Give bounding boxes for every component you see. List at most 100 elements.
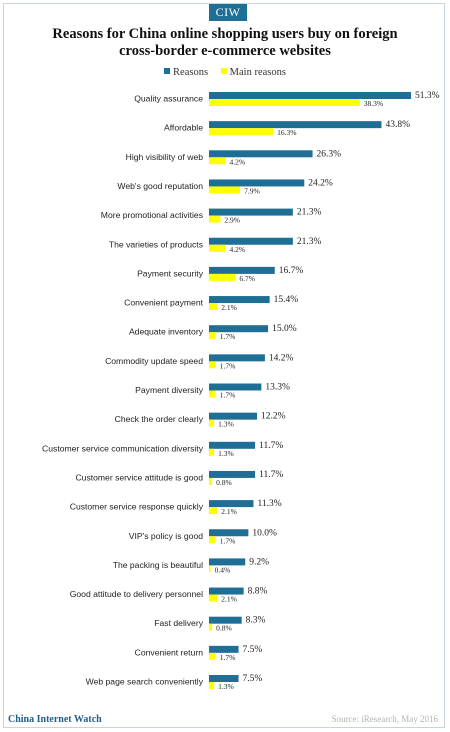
data-label-reasons: 10.0% <box>252 528 277 538</box>
bar-main-reasons <box>209 448 215 456</box>
data-label-main-reasons: 1.3% <box>218 682 234 691</box>
bar-main-reasons <box>209 565 211 573</box>
category-label: Payment security <box>137 268 204 278</box>
bar-main-reasons <box>209 594 218 602</box>
bar-reasons <box>209 616 242 624</box>
data-label-reasons: 8.8% <box>248 587 268 597</box>
chart-frame <box>3 3 445 728</box>
data-label-main-reasons: 0.8% <box>216 478 232 487</box>
bar-reasons <box>209 208 293 216</box>
bar-reasons <box>209 470 256 478</box>
category-label: Web page search conveniently <box>86 677 204 687</box>
data-label-main-reasons: 38.3% <box>364 99 383 108</box>
legend-item-main-reasons: Main reasons <box>220 67 286 78</box>
bar-main-reasons <box>209 623 213 631</box>
legend-item-reasons: Reasons <box>164 67 208 78</box>
category-label: Convenient payment <box>124 298 203 308</box>
data-label-reasons: 21.3% <box>297 208 322 218</box>
chart-title-line-1: Reasons for China online shopping users … <box>52 26 398 42</box>
data-label-main-reasons: 7.9% <box>244 186 260 195</box>
data-label-main-reasons: 2.9% <box>224 216 240 225</box>
data-label-main-reasons: 2.1% <box>221 595 237 604</box>
legend-swatch-main-reasons <box>220 68 227 74</box>
data-label-main-reasons: 1.3% <box>218 449 234 458</box>
category-label: Customer service response quickly <box>70 502 204 512</box>
category-label: More promotional activities <box>101 210 203 220</box>
data-label-reasons: 13.3% <box>265 383 290 393</box>
chart-legend: Reasons Main reasons <box>0 67 450 78</box>
bar-reasons <box>209 383 262 391</box>
category-label: Fast delivery <box>154 618 203 628</box>
data-label-main-reasons: 0.4% <box>215 565 231 574</box>
data-label-main-reasons: 6.7% <box>239 274 255 283</box>
category-label: High visibility of web <box>126 152 204 162</box>
bar-main-reasons <box>209 419 215 427</box>
bar-main-reasons <box>209 273 236 281</box>
data-label-reasons: 8.3% <box>246 616 266 626</box>
bar-reasons <box>209 179 305 187</box>
legend-label-main-reasons: Main reasons <box>229 67 286 78</box>
bar-main-reasons <box>209 390 216 398</box>
bar-main-reasons <box>209 157 226 165</box>
data-label-main-reasons: 1.3% <box>218 420 234 429</box>
data-label-reasons: 9.2% <box>249 557 269 567</box>
bar-reasons <box>209 529 249 537</box>
category-label: Customer service communication diversity <box>42 443 204 453</box>
category-label: Convenient return <box>135 647 204 657</box>
bar-main-reasons <box>209 99 360 106</box>
data-label-reasons: 12.2% <box>261 412 286 422</box>
bar-reasons <box>209 645 239 653</box>
bar-reasons <box>209 92 411 99</box>
category-label: Good attitude to delivery personnel <box>70 589 203 599</box>
bar-main-reasons <box>209 128 274 136</box>
data-label-main-reasons: 4.2% <box>230 157 246 166</box>
bar-reasons <box>209 587 244 595</box>
bar-reasons <box>209 500 254 508</box>
data-label-reasons: 15.0% <box>272 324 297 334</box>
bar-main-reasons <box>209 652 216 660</box>
bar-main-reasons <box>209 303 218 311</box>
bar-reasons <box>209 121 382 129</box>
bar-main-reasons <box>209 507 218 515</box>
bar-main-reasons <box>209 186 241 194</box>
data-label-reasons: 7.5% <box>243 645 263 655</box>
legend-label-reasons: Reasons <box>173 67 209 78</box>
bar-reasons <box>209 325 269 333</box>
bar-main-reasons <box>209 215 221 223</box>
chart-title-line-2: cross-border e-commerce websites <box>119 43 331 59</box>
bar-reasons <box>209 266 275 274</box>
bar-reasons <box>209 150 313 158</box>
category-label: VIP's policy is good <box>129 531 203 541</box>
data-label-reasons: 26.3% <box>317 149 342 159</box>
bar-main-reasons <box>209 332 216 340</box>
data-label-main-reasons: 4.2% <box>230 245 246 254</box>
data-label-reasons: 11.3% <box>257 499 281 509</box>
data-label-main-reasons: 1.7% <box>220 653 236 662</box>
data-label-reasons: 51.3% <box>415 91 440 101</box>
category-label: Adequate inventory <box>129 327 204 337</box>
category-label: Quality assurance <box>134 94 203 104</box>
data-label-main-reasons: 2.1% <box>221 303 237 312</box>
category-label: Web's good reputation <box>117 181 203 191</box>
bar-reasons <box>209 675 239 682</box>
data-label-main-reasons: 0.8% <box>216 624 232 633</box>
bar-reasons <box>209 296 270 304</box>
category-label: Customer service attitude is good <box>75 472 203 482</box>
data-label-main-reasons: 1.7% <box>220 536 236 545</box>
data-label-reasons: 11.7% <box>259 470 283 480</box>
data-label-main-reasons: 16.3% <box>277 128 296 137</box>
data-label-reasons: 14.2% <box>269 353 294 363</box>
data-label-reasons: 21.3% <box>297 237 322 247</box>
data-label-reasons: 16.7% <box>279 266 304 276</box>
data-label-main-reasons: 2.1% <box>221 507 237 516</box>
category-label: The varieties of products <box>109 239 203 249</box>
category-label: The packing is beautiful <box>113 560 203 570</box>
data-label-main-reasons: 1.7% <box>220 391 236 400</box>
bar-main-reasons <box>209 244 226 252</box>
footer-brand: China Internet Watch <box>8 714 102 725</box>
data-label-reasons: 7.5% <box>243 674 263 684</box>
bar-reasons <box>209 354 265 362</box>
data-label-reasons: 11.7% <box>259 441 283 451</box>
bar-reasons <box>209 412 258 420</box>
